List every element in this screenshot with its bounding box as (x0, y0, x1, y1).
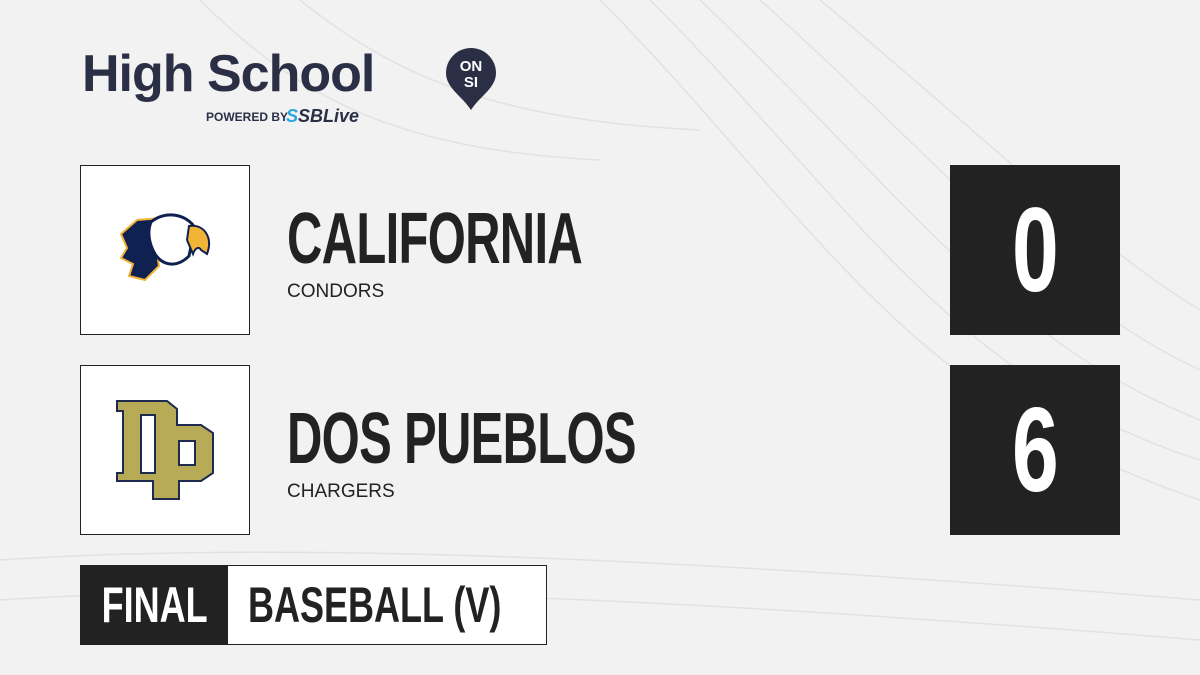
team-logo-california (80, 165, 250, 335)
status-label: FINAL (101, 577, 208, 633)
condor-logo-icon (119, 213, 210, 282)
team-mascot: CHARGERS (287, 481, 395, 502)
sport-label: BASEBALL (V) (248, 577, 502, 633)
score-value: 6 (1011, 383, 1059, 517)
team-logo-dos-pueblos (80, 365, 250, 535)
sblive-name: SBLive (298, 106, 360, 126)
sblive-logo: SSBLive (286, 106, 359, 127)
brand-title: High School (82, 45, 375, 103)
on-si-pin-icon: ON SI (446, 48, 496, 110)
game-status-bar: FINAL BASEBALL (V) (80, 565, 547, 645)
sblive-mark: S (286, 106, 299, 126)
team-score: 6 (950, 365, 1120, 535)
badge-top: ON (460, 58, 483, 75)
team-name: CALIFORNIA (287, 199, 583, 279)
status-badge: FINAL (81, 566, 228, 644)
sport-label-box: BASEBALL (V) (228, 566, 600, 644)
team-score: 0 (950, 165, 1120, 335)
badge-bottom: SI (464, 74, 478, 91)
powered-by-label: POWERED BY (206, 110, 289, 124)
dp-logo-icon (116, 400, 214, 500)
score-value: 0 (1011, 183, 1059, 317)
team-name: DOS PUEBLOS (287, 399, 637, 479)
team-mascot: CONDORS (287, 281, 385, 302)
